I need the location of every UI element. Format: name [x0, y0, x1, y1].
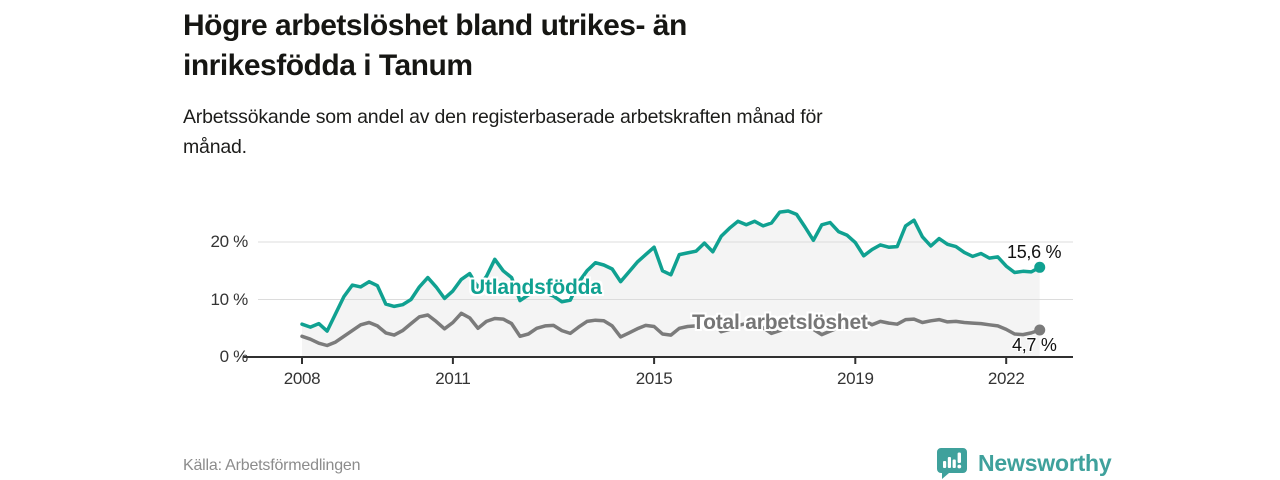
page-title-line2: inrikesfödda i Tanum [183, 49, 473, 82]
end-dot-utlandsfodda [1034, 261, 1046, 273]
x-tick-label-2011: 2011 [435, 369, 471, 388]
page-subtitle-line1: Arbetssökande som andel av den registerb… [183, 106, 823, 128]
y-tick-label-0: 0 % [219, 347, 249, 366]
page-title-line1: Högre arbetslöshet bland utrikes- än [183, 9, 687, 42]
brand-name: Newsworthy [978, 450, 1112, 476]
brand-logo: Newsworthy [936, 446, 1112, 480]
line-total-arbetsloshet [300, 311, 1042, 348]
end-value-label-utlandsfodda: 15,6 % [1007, 242, 1062, 262]
page-title: Högre arbetslöshet bland utrikes- än inr… [183, 6, 943, 86]
x-tick-label-2008: 2008 [283, 369, 321, 388]
y-tick-label-20: 20 % [210, 232, 248, 251]
newsworthy-bars-icon [937, 448, 967, 479]
y-tick-label-10: 10 % [210, 289, 248, 309]
page-subtitle: Arbetssökande som andel av den registerb… [183, 102, 1043, 162]
series-label-total-arbetsloshet: Total arbetslöshet [692, 311, 868, 334]
x-tick-label-2015: 2015 [635, 369, 673, 388]
page-subtitle-line2: månad. [183, 136, 247, 158]
series-label-utlandsfodda: Utlandsfödda [470, 276, 602, 299]
line-utlandsfodda [300, 209, 1042, 333]
x-tick-label-2019: 2019 [836, 369, 874, 388]
end-value-label-total: 4,7 % [1012, 335, 1057, 355]
source-attribution: Källa: Arbetsförmedlingen [183, 457, 361, 474]
end-dot-total [1034, 324, 1046, 336]
x-tick-label-2022: 2022 [987, 369, 1025, 388]
